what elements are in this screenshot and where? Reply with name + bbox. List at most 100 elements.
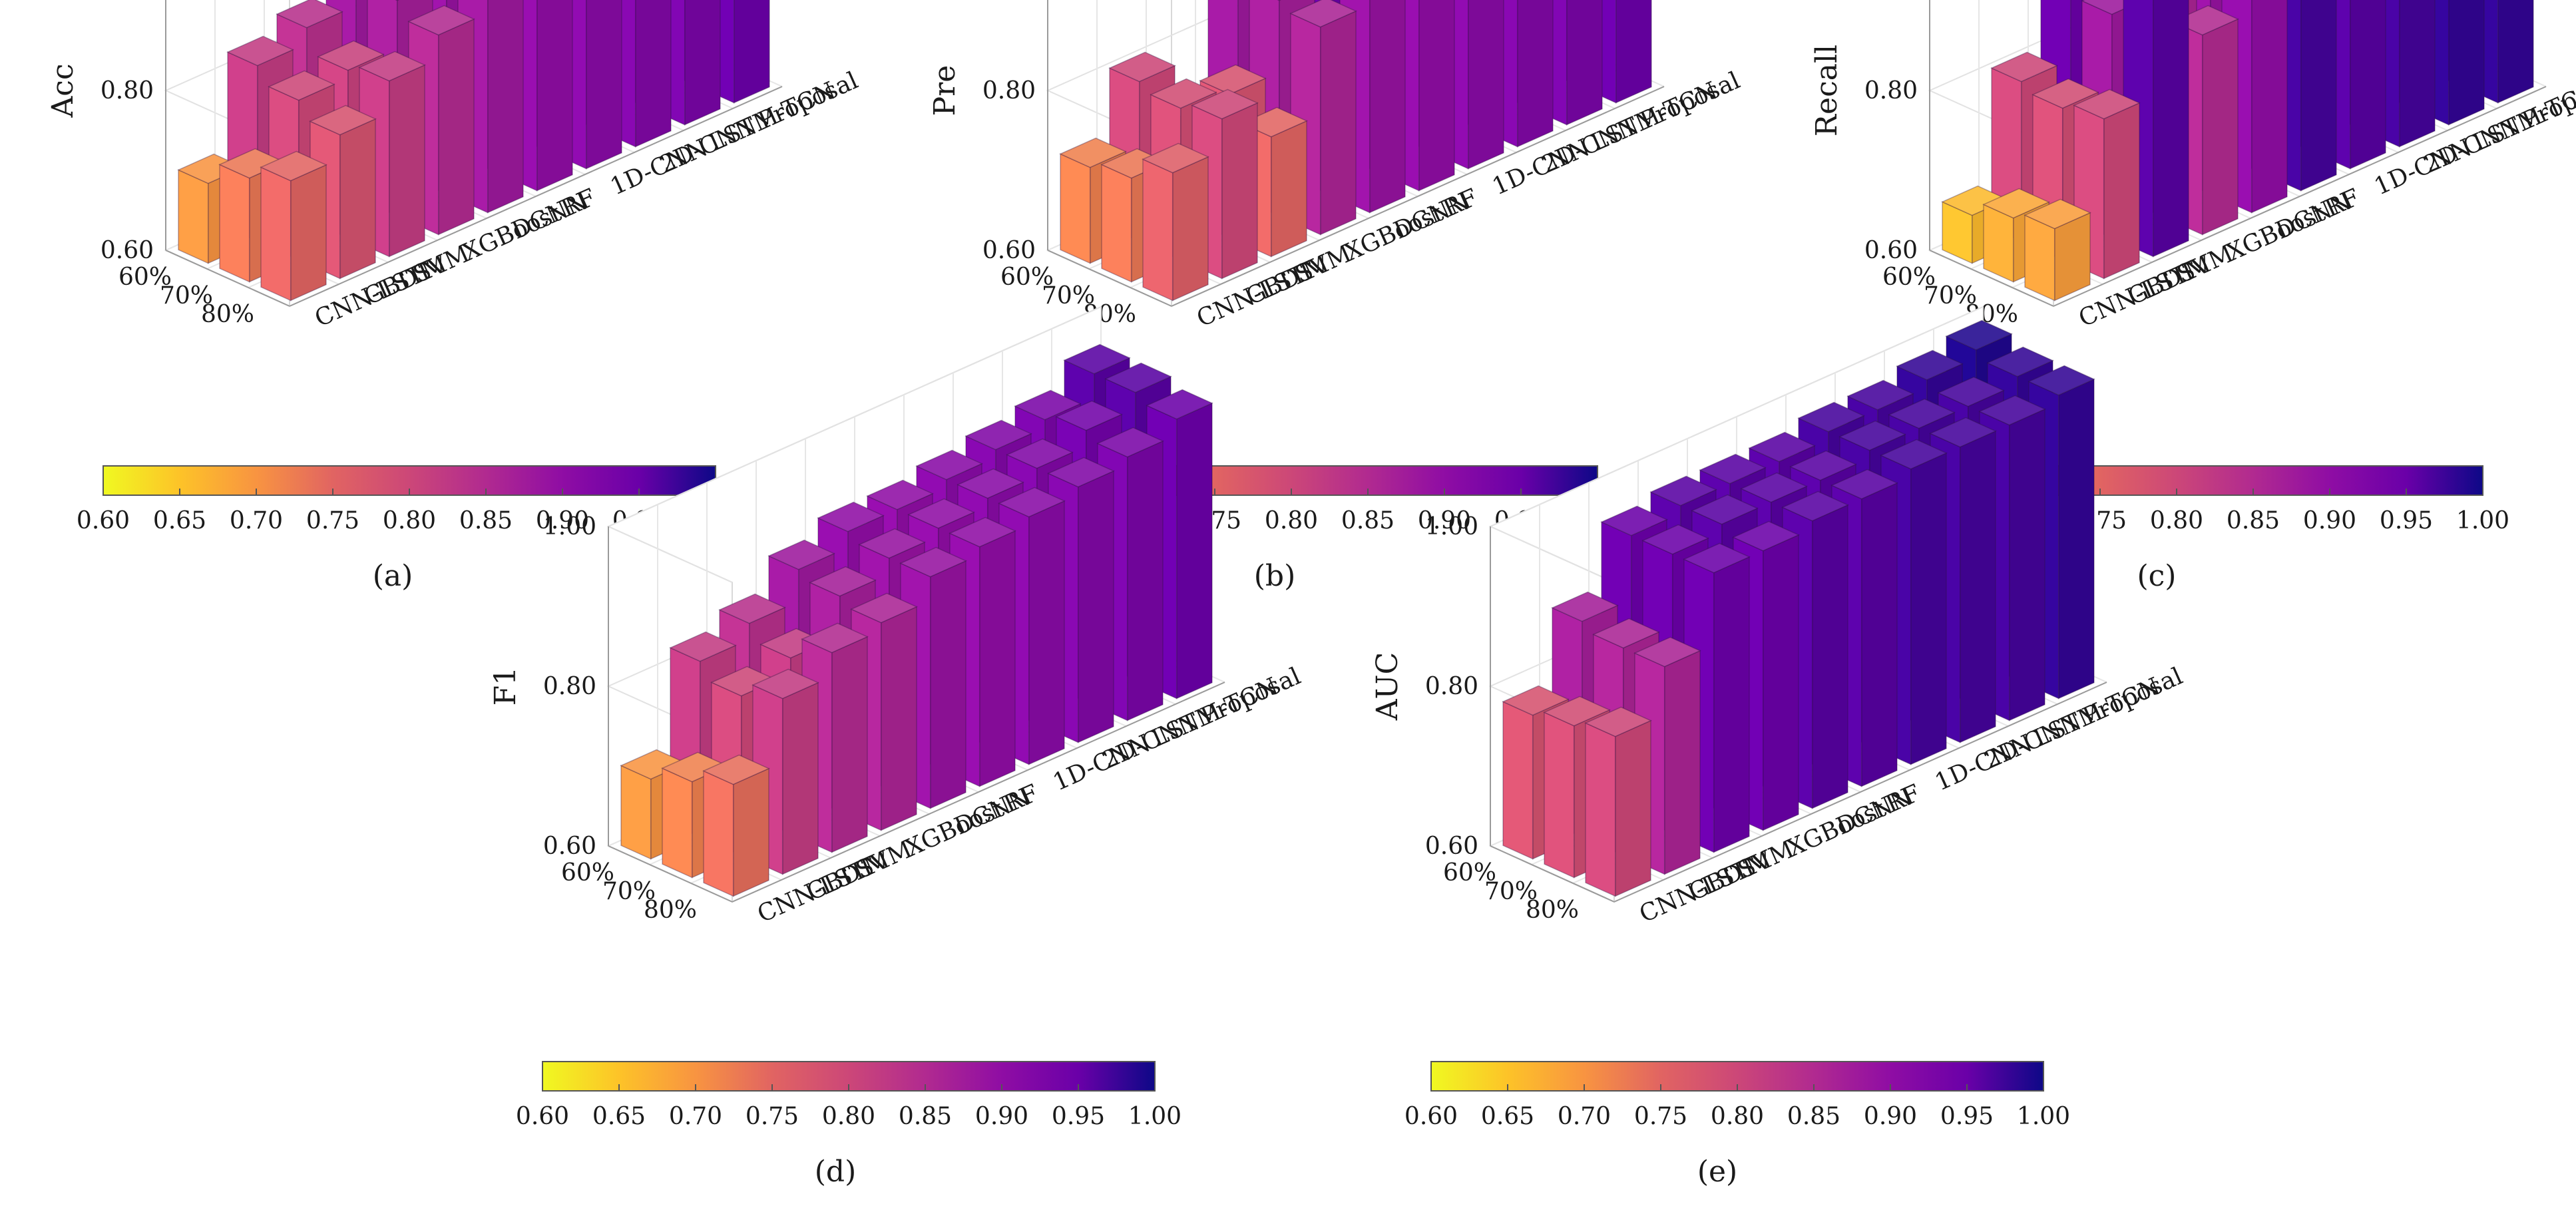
colorbar-tick-label: 0.70 xyxy=(230,507,283,534)
z-tick-label: 1.00 xyxy=(1425,513,1478,540)
model-tick-label: Proposal xyxy=(1197,662,1305,730)
z-tick-labels: 0.60 0.80 1.00 xyxy=(543,513,596,860)
z-tick-label: 1.00 xyxy=(543,513,596,540)
bar-CNN-LSTM-80% xyxy=(1584,706,1652,897)
z-axis-label: Pre xyxy=(928,65,962,116)
model-axis-line xyxy=(1171,86,1665,307)
panel-label: (a) xyxy=(373,559,413,593)
panel-label: (e) xyxy=(1697,1155,1737,1189)
colorbar-tick-label: 0.90 xyxy=(1864,1103,1917,1130)
z-axis-label: AUC xyxy=(1371,652,1404,721)
colorbar: 0.600.650.700.750.800.850.900.951.00 xyxy=(77,465,742,534)
split-tick-label: 70% xyxy=(1484,878,1538,905)
colorbar-tick-label: 0.85 xyxy=(899,1103,952,1130)
colorbar-tick-label: 0.60 xyxy=(1404,1103,1458,1130)
z-tick-label: 0.60 xyxy=(1425,833,1478,860)
bar-CNN-LSTM-80% xyxy=(702,754,770,897)
z-tick-label: 0.80 xyxy=(543,673,596,700)
colorbar-tick-label: 0.85 xyxy=(1787,1103,1840,1130)
bar-CNN-LSTM-80% xyxy=(260,150,327,302)
panel-label: (d) xyxy=(815,1155,857,1189)
colorbar-tick-label: 0.90 xyxy=(536,507,589,534)
colorbar-tick-label: 0.80 xyxy=(383,507,436,534)
z-tick-label: 0.60 xyxy=(101,237,154,264)
split-tick-label: 60% xyxy=(118,264,172,291)
split-axis-line xyxy=(165,250,290,307)
bar-CNN-LSTM-80% xyxy=(2024,198,2091,302)
colorbar-tick-label: 0.85 xyxy=(2227,507,2280,534)
chart-panel-1: 0.600.801.00Acc60%70%80%CNN-LSTMGBDTSVMX… xyxy=(46,0,862,593)
z-tick-label: 0.80 xyxy=(1864,77,1918,104)
bars xyxy=(1059,0,1652,302)
bars xyxy=(620,343,1213,897)
colorbar-tick-label: 0.65 xyxy=(592,1103,646,1130)
colorbar-tick-label: 0.95 xyxy=(1052,1103,1105,1130)
model-tick-label: Proposal xyxy=(1636,67,1744,134)
split-tick-labels: 60%70%80% xyxy=(118,264,254,328)
colorbar: 0.60 0.65 0.70 0.75 0.80 0.85 0.90 0.95 1.00 xyxy=(516,1061,1181,1130)
colorbar-tick-label: 0.75 xyxy=(746,1103,799,1130)
panel-label: (c) xyxy=(2137,559,2177,593)
colorbar-tick-label: 0.65 xyxy=(1481,1103,1534,1130)
z-tick-label: 0.60 xyxy=(543,833,596,860)
z-tick-labels: 0.60 0.80 1.00 xyxy=(1425,513,1478,860)
z-tick-label: 0.80 xyxy=(1425,673,1478,700)
split-tick-label: 60% xyxy=(561,859,614,887)
colorbar-tick-label: 0.80 xyxy=(2150,507,2203,534)
colorbar: 0.60 0.65 0.70 0.75 0.80 0.85 0.90 0.95 1.00 xyxy=(1404,1061,2070,1130)
panel-label: (b) xyxy=(1254,559,1296,593)
colorbar-tick-label: 0.70 xyxy=(1558,1103,1611,1130)
split-tick-label: 80% xyxy=(201,301,254,328)
colorbar-tick-label: 1.00 xyxy=(2017,1103,2070,1130)
split-tick-label: 70% xyxy=(1042,282,1095,309)
colorbar-tick-label: 0.95 xyxy=(2380,507,2433,534)
z-axis-label: Acc xyxy=(46,63,80,118)
split-tick-labels: 60%70%80% xyxy=(561,859,697,924)
split-tick-label: 60% xyxy=(1882,264,1936,291)
colorbar-tick-label: 0.80 xyxy=(1711,1103,1764,1130)
colorbar-tick-label: 0.80 xyxy=(822,1103,875,1130)
colorbar-tick-label: 0.90 xyxy=(975,1103,1028,1130)
colorbar-tick-label: 1.00 xyxy=(1128,1103,1181,1130)
model-axis-line xyxy=(289,86,783,307)
colorbar-tick-label: 0.95 xyxy=(1940,1103,1994,1130)
model-tick-label: Proposal xyxy=(2079,662,2187,730)
split-axis-line xyxy=(1929,250,2054,307)
model-axis-line xyxy=(1613,682,2107,903)
bars xyxy=(177,0,770,302)
colorbar-tick-label: 0.75 xyxy=(1634,1103,1687,1130)
split-axis-line xyxy=(608,845,733,903)
model-tick-label: Proposal xyxy=(754,67,862,134)
split-tick-label: 80% xyxy=(644,897,697,924)
split-axis-line xyxy=(1047,250,1172,307)
colorbar-tick-label: 0.75 xyxy=(306,507,359,534)
split-tick-label: 70% xyxy=(1924,282,1977,309)
colorbar-tick-label: 0.60 xyxy=(516,1103,569,1130)
colorbar-tick-label: 0.80 xyxy=(1265,507,1318,534)
split-tick-label: 60% xyxy=(1443,859,1496,887)
split-tick-label: 70% xyxy=(160,282,213,309)
colorbar-tick-label: 0.65 xyxy=(153,507,206,534)
z-tick-label: 0.60 xyxy=(982,237,1036,264)
split-tick-label: 70% xyxy=(602,878,656,905)
colorbar-tick-label: 0.60 xyxy=(77,507,130,534)
split-tick-label: 60% xyxy=(1000,264,1054,291)
z-tick-label: 0.80 xyxy=(101,77,154,104)
colorbar-tick-label: 0.70 xyxy=(669,1103,722,1130)
bar-GBDT-80% xyxy=(2073,89,2141,280)
colorbar-tick-label: 0.85 xyxy=(459,507,513,534)
bars xyxy=(1941,0,2534,302)
z-tick-label: 0.80 xyxy=(982,77,1036,104)
z-tick-labels: 0.600.801.00 xyxy=(101,77,154,264)
z-tick-labels: 0.600.801.00 xyxy=(982,77,1036,264)
model-axis-line xyxy=(732,682,1225,903)
model-axis-line xyxy=(2053,86,2547,307)
chart-panel-2: 0.600.801.00Pre60%70%80%CNN-LSTMGBDTSVMX… xyxy=(928,0,1744,593)
split-tick-label: 80% xyxy=(1526,897,1579,924)
z-axis-label: Recall xyxy=(1810,45,1844,136)
chart-panel-3: 0.600.801.00Recall60%70%80%CNN-LSTMGBDTS… xyxy=(1810,0,2576,593)
